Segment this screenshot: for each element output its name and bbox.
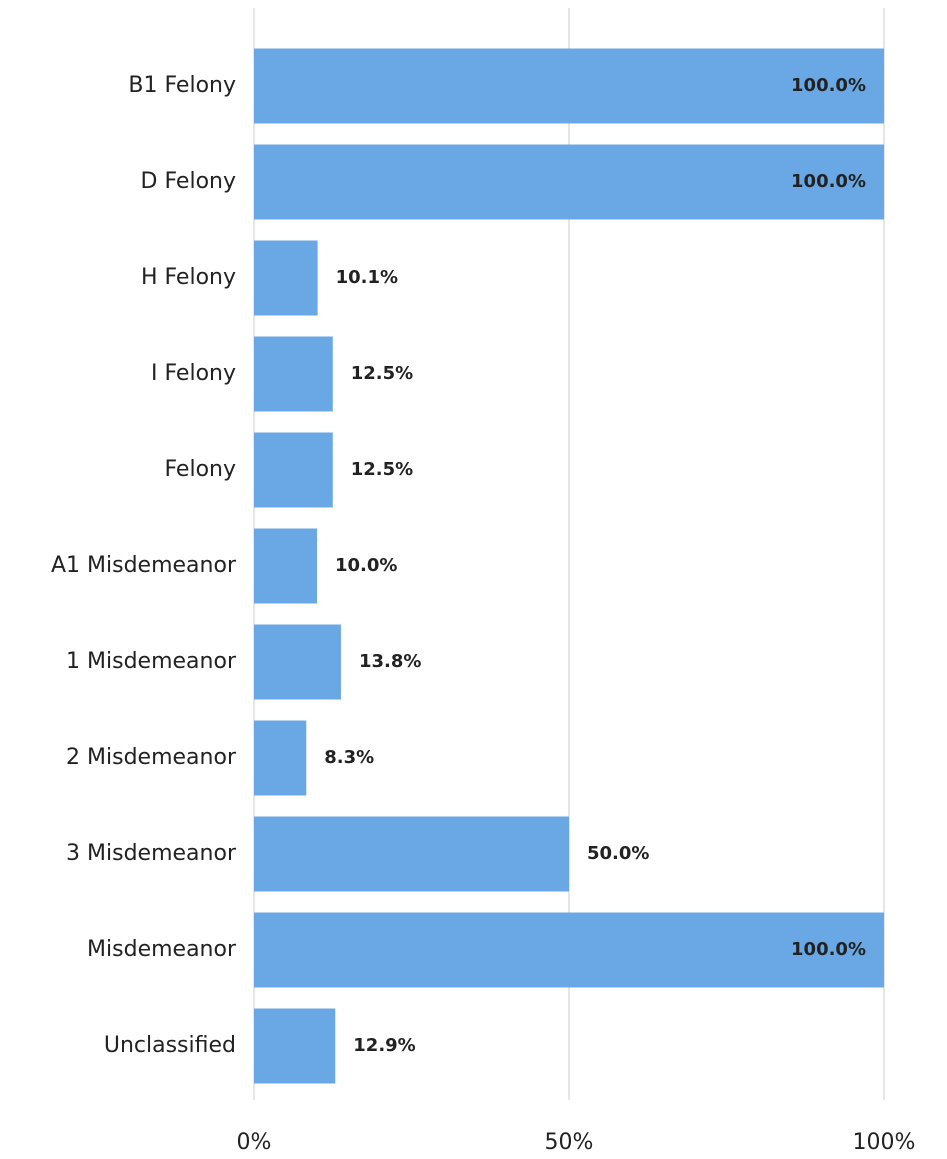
x-tick-label: 50% bbox=[545, 1130, 594, 1155]
value-label: 100.0% bbox=[791, 75, 866, 96]
category-label: 2 Misdemeanor bbox=[66, 745, 237, 770]
bar bbox=[254, 720, 307, 796]
bar bbox=[254, 240, 318, 316]
category-label: D Felony bbox=[141, 169, 236, 194]
value-label: 50.0% bbox=[587, 843, 649, 864]
value-label: 10.0% bbox=[335, 555, 397, 576]
bar bbox=[254, 624, 341, 700]
value-label: 10.1% bbox=[336, 267, 398, 288]
category-label: Unclassified bbox=[104, 1033, 236, 1058]
bar bbox=[254, 816, 569, 892]
bar bbox=[254, 912, 884, 988]
category-label: I Felony bbox=[151, 361, 236, 386]
category-label: Felony bbox=[164, 457, 236, 482]
value-label: 100.0% bbox=[791, 171, 866, 192]
value-label: 12.5% bbox=[351, 459, 413, 480]
bar bbox=[254, 336, 333, 412]
category-label: B1 Felony bbox=[128, 73, 236, 98]
x-tick-label: 0% bbox=[237, 1130, 272, 1155]
category-label: Misdemeanor bbox=[87, 937, 237, 962]
value-label: 8.3% bbox=[324, 747, 374, 768]
category-label: A1 Misdemeanor bbox=[51, 553, 237, 578]
bar bbox=[254, 432, 333, 508]
category-label: H Felony bbox=[141, 265, 236, 290]
bar bbox=[254, 528, 317, 604]
bar bbox=[254, 1008, 336, 1084]
value-label: 12.5% bbox=[351, 363, 413, 384]
value-label: 13.8% bbox=[359, 651, 421, 672]
x-tick-label: 100% bbox=[853, 1130, 916, 1155]
category-label: 1 Misdemeanor bbox=[66, 649, 237, 674]
bar bbox=[254, 48, 884, 124]
bar bbox=[254, 144, 884, 220]
value-label: 100.0% bbox=[791, 939, 866, 960]
value-label: 12.9% bbox=[353, 1035, 415, 1056]
category-label: 3 Misdemeanor bbox=[66, 841, 237, 866]
